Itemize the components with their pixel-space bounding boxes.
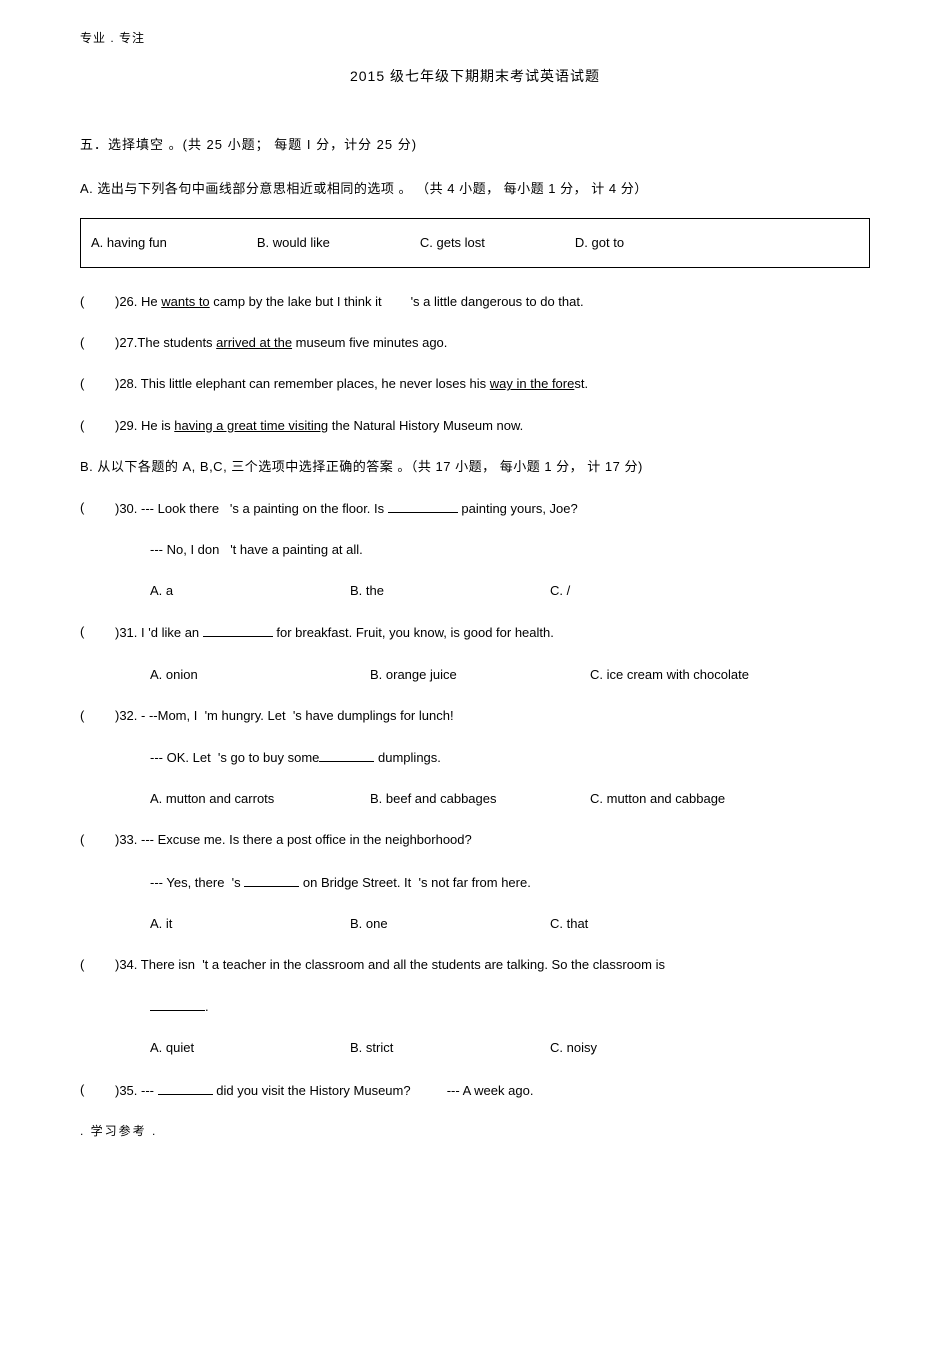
choice-a: A. a (150, 582, 350, 600)
answer-blank: ( (80, 375, 100, 393)
question-33-choices: A. it B. one C. that (150, 915, 870, 933)
question-35: ( )35. --- did you visit the History Mus… (80, 1081, 870, 1100)
fill-blank (150, 997, 205, 1011)
choice-a: A. quiet (150, 1039, 350, 1057)
question-33-line2: --- Yes, there 's on Bridge Street. It '… (150, 873, 870, 892)
answer-blank: ( (80, 293, 100, 311)
option-b: B. would like (257, 234, 330, 252)
question-text: )27.The students arrived at the museum f… (115, 334, 870, 352)
answer-blank: ( (80, 334, 100, 352)
question-34: ( )34. There isn 't a teacher in the cla… (80, 956, 870, 974)
question-32-line2: --- OK. Let 's go to buy some dumplings. (150, 748, 870, 767)
option-a: A. having fun (91, 234, 167, 252)
page-header: 专业 . 专注 (80, 30, 870, 47)
question-31: ( )31. I 'd like an for breakfast. Fruit… (80, 623, 870, 642)
fill-blank (203, 623, 273, 637)
question-30-choices: A. a B. the C. / (150, 582, 870, 600)
answer-blank: ( (80, 1081, 100, 1100)
question-text: )33. --- Excuse me. Is there a post offi… (115, 831, 870, 849)
choice-b: B. beef and cabbages (370, 790, 590, 808)
exam-title: 2015 级七年级下期期末考试英语试题 (80, 67, 870, 87)
question-30-line2: --- No, I don 't have a painting at all. (150, 541, 870, 559)
option-d: D. got to (575, 234, 624, 252)
answer-blank: ( (80, 499, 100, 518)
question-33: ( )33. --- Excuse me. Is there a post of… (80, 831, 870, 849)
fill-blank (158, 1081, 213, 1095)
question-34-blankline: . (150, 997, 870, 1016)
page-footer: . 学习参考 . (80, 1123, 870, 1140)
fill-blank (388, 499, 458, 513)
question-text: )28. This little elephant can remember p… (115, 375, 870, 393)
answer-blank: ( (80, 707, 100, 725)
question-text: )35. --- did you visit the History Museu… (115, 1081, 870, 1100)
question-27: ( )27.The students arrived at the museum… (80, 334, 870, 352)
choice-b: B. strict (350, 1039, 550, 1057)
fill-blank (244, 873, 299, 887)
question-34-choices: A. quiet B. strict C. noisy (150, 1039, 870, 1057)
section-5-title: 五．选择填空 。(共 25 小题； 每题 I 分，计分 25 分) (80, 136, 870, 154)
question-text: )30. --- Look there 's a painting on the… (115, 499, 870, 518)
option-c: C. gets lost (420, 234, 485, 252)
question-29: ( )29. He is having a great time visitin… (80, 417, 870, 435)
choice-a: A. onion (150, 666, 370, 684)
fill-blank (319, 748, 374, 762)
question-30: ( )30. --- Look there 's a painting on t… (80, 499, 870, 518)
choice-c: C. noisy (550, 1039, 750, 1057)
question-text: )29. He is having a great time visiting … (115, 417, 870, 435)
choice-b: B. orange juice (370, 666, 590, 684)
answer-blank: ( (80, 623, 100, 642)
part-b-instruction: B. 从以下各题的 A, B,C, 三个选项中选择正确的答案 。（共 17 小题… (80, 458, 870, 476)
choice-a: A. mutton and carrots (150, 790, 370, 808)
question-text: )34. There isn 't a teacher in the class… (115, 956, 870, 974)
option-box: A. having fun B. would like C. gets lost… (80, 218, 870, 268)
answer-blank: ( (80, 417, 100, 435)
question-32-choices: A. mutton and carrots B. beef and cabbag… (150, 790, 870, 808)
choice-c: C. ice cream with chocolate (590, 666, 810, 684)
question-26: ( )26. He wants to camp by the lake but … (80, 293, 870, 311)
question-text: )32. - --Mom, I 'm hungry. Let 's have d… (115, 707, 870, 725)
question-32: ( )32. - --Mom, I 'm hungry. Let 's have… (80, 707, 870, 725)
part-a-instruction: A. 选出与下列各句中画线部分意思相近或相同的选项 。 （共 4 小题， 每小题… (80, 180, 870, 198)
answer-blank: ( (80, 831, 100, 849)
question-28: ( )28. This little elephant can remember… (80, 375, 870, 393)
choice-b: B. one (350, 915, 550, 933)
choice-c: C. mutton and cabbage (590, 790, 810, 808)
question-31-choices: A. onion B. orange juice C. ice cream wi… (150, 666, 870, 684)
choice-b: B. the (350, 582, 550, 600)
choice-a: A. it (150, 915, 350, 933)
answer-blank: ( (80, 956, 100, 974)
question-text: )31. I 'd like an for breakfast. Fruit, … (115, 623, 870, 642)
choice-c: C. that (550, 915, 750, 933)
choice-c: C. / (550, 582, 750, 600)
question-text: )26. He wants to camp by the lake but I … (115, 293, 870, 311)
exam-page: 专业 . 专注 2015 级七年级下期期末考试英语试题 五．选择填空 。(共 2… (0, 0, 950, 1160)
